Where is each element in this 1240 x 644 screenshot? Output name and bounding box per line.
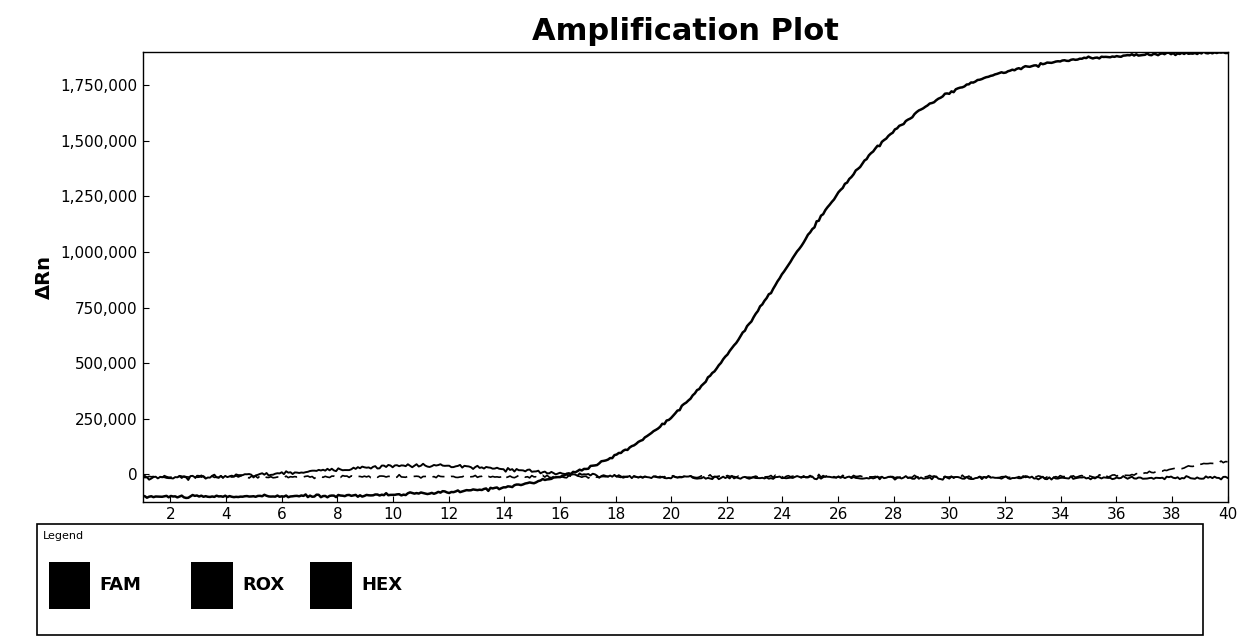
Text: ROX: ROX	[243, 576, 285, 594]
X-axis label: Cycle: Cycle	[656, 527, 714, 547]
Text: Legend: Legend	[42, 531, 84, 541]
Title: Amplification Plot: Amplification Plot	[532, 17, 838, 46]
FancyBboxPatch shape	[37, 524, 1203, 635]
Text: HEX: HEX	[362, 576, 403, 594]
Bar	[48, 562, 91, 609]
Bar	[191, 562, 233, 609]
Text: FAM: FAM	[99, 576, 141, 594]
Y-axis label: ΔRn: ΔRn	[35, 255, 53, 299]
Bar	[310, 562, 352, 609]
